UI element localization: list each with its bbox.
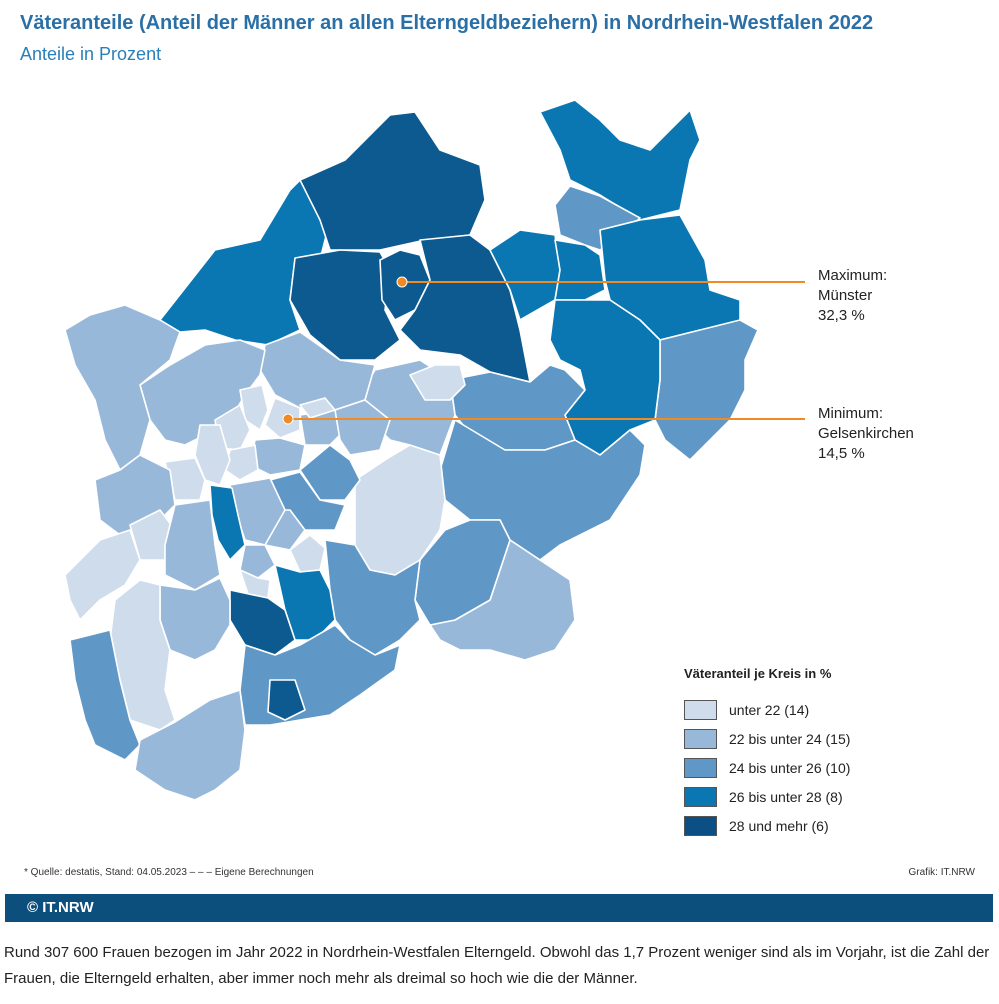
district-remscheid[interactable] xyxy=(289,534,326,573)
minimum-value: 14,5 % xyxy=(818,445,865,462)
source-note: * Quelle: destatis, Stand: 04.05.2023 – … xyxy=(24,867,314,878)
minimum-marker xyxy=(282,413,294,425)
district-aachen[interactable] xyxy=(69,629,141,761)
nrw-district-map xyxy=(64,99,805,801)
district-duisburg[interactable] xyxy=(194,424,231,486)
maximum-value: 32,3 % xyxy=(818,307,865,324)
legend-label: 28 und mehr (6) xyxy=(729,817,829,834)
maximum-label: Maximum: xyxy=(818,267,888,284)
legend-item: 22 bis unter 24 (15) xyxy=(684,724,850,753)
minimum-place: Gelsenkirchen xyxy=(818,425,914,442)
district-dortmund[interactable] xyxy=(334,399,391,456)
district-rhein-kreis-neuss[interactable] xyxy=(164,499,221,591)
district-olpe[interactable] xyxy=(414,519,511,626)
graphic-credit: Grafik: IT.NRW xyxy=(908,867,975,878)
legend-item: 24 bis unter 26 (10) xyxy=(684,753,850,782)
district-steinfurt[interactable] xyxy=(299,111,486,251)
maximum-marker xyxy=(396,276,408,288)
legend-swatch xyxy=(684,786,717,807)
legend-item: 26 bis unter 28 (8) xyxy=(684,782,850,811)
description-text: Rund 307 600 Frauen bezogen im Jahr 2022… xyxy=(4,944,990,987)
legend-swatch xyxy=(684,815,717,836)
minimum-callout: Minimum: Gelsenkirchen 14,5 % xyxy=(818,404,914,464)
legend-item: unter 22 (14) xyxy=(684,695,850,724)
legend-item: 28 und mehr (6) xyxy=(684,811,850,840)
district-coesfeld[interactable] xyxy=(289,249,401,361)
copyright-bar: © IT.NRW xyxy=(5,894,993,922)
legend-swatch xyxy=(684,757,717,778)
district-muelheim[interactable] xyxy=(224,444,259,481)
minimum-label: Minimum: xyxy=(818,405,884,422)
legend-title: Väteranteil je Kreis in % xyxy=(684,666,832,681)
district-heinsberg[interactable] xyxy=(64,529,141,621)
legend-label: 24 bis unter 26 (10) xyxy=(729,759,851,776)
district-minden-luebbecke[interactable] xyxy=(539,99,701,221)
district-hamm[interactable] xyxy=(409,364,466,401)
page-subtitle: Anteile in Prozent xyxy=(20,44,162,64)
district-duesseldorf[interactable] xyxy=(209,484,246,561)
district-gelsenkirchen[interactable] xyxy=(264,397,301,439)
district-rhein-erft-kreis[interactable] xyxy=(159,577,231,661)
page-title: Väteranteile (Anteil der Männer an allen… xyxy=(20,12,874,34)
district-solingen[interactable] xyxy=(239,544,276,579)
district-hoexter[interactable] xyxy=(654,319,759,461)
legend: Väteranteil je Kreis in % unter 22 (14) … xyxy=(684,666,850,840)
district-kleve[interactable] xyxy=(64,304,181,471)
legend-swatch xyxy=(684,699,717,720)
district-koeln[interactable] xyxy=(229,589,296,656)
district-euskirchen[interactable] xyxy=(134,689,246,801)
legend-label: 26 bis unter 28 (8) xyxy=(729,788,843,805)
district-hochsauerland[interactable] xyxy=(439,419,646,561)
district-bielefeld[interactable] xyxy=(554,239,606,301)
legend-label: 22 bis unter 24 (15) xyxy=(729,730,851,747)
maximum-place: Münster xyxy=(818,287,873,304)
legend-label: unter 22 (14) xyxy=(729,701,810,718)
district-bonn[interactable] xyxy=(267,679,306,721)
maximum-callout: Maximum: Münster 32,3 % xyxy=(818,266,887,326)
copyright-text: © IT.NRW xyxy=(27,899,94,916)
legend-swatch xyxy=(684,728,717,749)
